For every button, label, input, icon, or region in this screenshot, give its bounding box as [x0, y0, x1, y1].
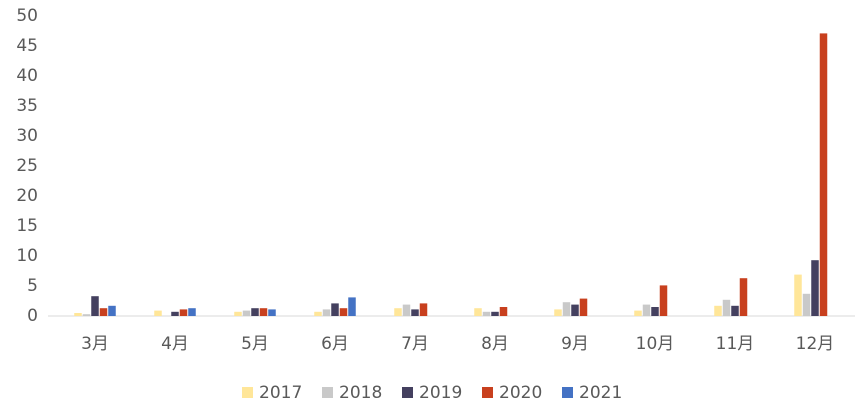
bar [402, 304, 411, 316]
bar [348, 297, 356, 316]
bar [731, 305, 739, 316]
bar [234, 311, 242, 316]
legend-label: 2017 [259, 383, 302, 403]
x-tick-label: 7月 [401, 334, 429, 354]
y-tick-label: 10 [16, 246, 38, 266]
x-tick-label: 5月 [241, 334, 269, 354]
bar [811, 260, 819, 316]
bar [411, 309, 419, 316]
y-tick-label: 50 [16, 6, 38, 26]
legend-swatch [402, 387, 413, 398]
bar [82, 314, 91, 316]
bar [314, 311, 322, 316]
bar [339, 308, 348, 316]
bar [562, 302, 571, 316]
bar [802, 293, 811, 316]
y-tick-label: 25 [16, 156, 38, 176]
legend-label: 2021 [579, 383, 622, 403]
y-tick-label: 40 [16, 66, 38, 86]
bar [91, 296, 99, 316]
bar [108, 305, 116, 316]
x-tick-label: 10月 [636, 334, 675, 354]
bar [579, 298, 588, 316]
x-tick-label: 12月 [796, 334, 835, 354]
x-tick-label: 3月 [81, 334, 109, 354]
bar [99, 308, 108, 316]
legend-label: 2018 [339, 383, 382, 403]
bar [722, 299, 731, 316]
bar [188, 308, 196, 316]
bar [331, 303, 339, 316]
x-tick-label: 11月 [716, 334, 755, 354]
legend-swatch [242, 387, 253, 398]
x-tick-label: 6月 [321, 334, 349, 354]
y-tick-label: 45 [16, 36, 38, 56]
bar [491, 311, 499, 316]
bar [171, 311, 179, 316]
bar [251, 308, 259, 316]
bar [268, 309, 276, 316]
legend-label: 2020 [499, 383, 542, 403]
bar [554, 309, 562, 316]
legend-swatch [562, 387, 573, 398]
x-tick-label: 8月 [481, 334, 509, 354]
bar [714, 305, 722, 316]
y-tick-label: 5 [27, 276, 38, 296]
bar [499, 307, 508, 316]
bar [659, 285, 668, 316]
legend-label: 2019 [419, 383, 462, 403]
bar [259, 308, 268, 316]
legend-swatch [482, 387, 493, 398]
y-tick-label: 20 [16, 186, 38, 206]
bar [242, 310, 251, 316]
bar [634, 310, 642, 316]
bar [154, 310, 162, 316]
x-tick-label: 4月 [161, 334, 189, 354]
bar [651, 307, 659, 316]
y-tick-label: 15 [16, 216, 38, 236]
bar [794, 274, 802, 316]
bar [739, 278, 748, 316]
x-tick-label: 9月 [561, 334, 589, 354]
bar [474, 308, 482, 316]
y-tick-label: 0 [27, 306, 38, 326]
legend-swatch [322, 387, 333, 398]
bar [819, 33, 828, 317]
bar [482, 311, 491, 316]
y-tick-label: 35 [16, 96, 38, 116]
bar [394, 308, 402, 316]
bar [571, 304, 579, 316]
bar [179, 309, 188, 316]
bar [322, 309, 331, 316]
bar [642, 304, 651, 316]
bar [419, 303, 428, 316]
y-tick-label: 30 [16, 126, 38, 146]
bar [74, 313, 82, 316]
